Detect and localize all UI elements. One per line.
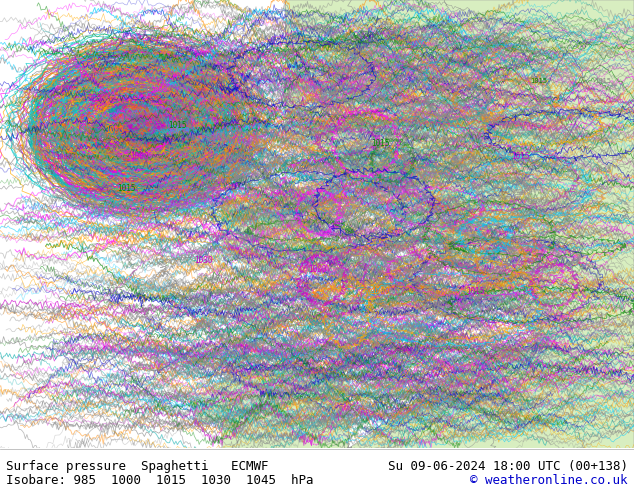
Text: 1030: 1030 [181,300,200,309]
Text: Su 09-06-2024 18:00 UTC (00+138): Su 09-06-2024 18:00 UTC (00+138) [387,460,628,473]
Text: 1015: 1015 [436,78,452,84]
Text: 1015: 1015 [436,378,452,384]
Polygon shape [222,179,349,269]
Text: 1015: 1015 [340,347,357,353]
Text: 1015: 1015 [404,320,420,326]
Text: 1000: 1000 [371,287,390,296]
Text: 1015: 1015 [531,78,547,84]
Text: 1015: 1015 [117,184,136,193]
Text: Surface pressure  Spaghetti   ECMWF: Surface pressure Spaghetti ECMWF [6,460,269,473]
Text: 1015: 1015 [531,333,547,339]
Text: 1015: 1015 [340,51,357,57]
Text: 1015: 1015 [510,152,529,161]
Text: 1015: 1015 [371,139,390,148]
Text: 1000: 1000 [130,152,149,161]
Text: 1015: 1015 [447,197,466,206]
Text: 1000: 1000 [150,87,167,93]
Text: 1030: 1030 [193,256,212,265]
Text: 1015: 1015 [562,131,579,138]
Text: 1015: 1015 [499,410,515,416]
Text: 1015: 1015 [296,176,313,182]
Text: 1015: 1015 [340,199,357,205]
Text: 1015: 1015 [466,287,485,296]
Text: 1000: 1000 [307,265,327,273]
Polygon shape [285,0,634,336]
Text: 1015: 1015 [423,168,439,173]
Text: 1000: 1000 [55,154,72,160]
Text: Isobare: 985  1000  1015  1030  1045  hPa: Isobare: 985 1000 1015 1030 1045 hPa [6,474,314,487]
Text: 985: 985 [87,94,103,103]
Polygon shape [349,314,634,448]
Text: 1015: 1015 [594,168,611,173]
Text: 1015: 1015 [320,108,339,117]
Text: © weatheronline.co.uk: © weatheronline.co.uk [470,474,628,487]
Text: 1015: 1015 [594,78,611,84]
Text: 1015: 1015 [168,121,187,130]
Text: 1015: 1015 [105,287,124,296]
Text: 1000: 1000 [105,125,124,135]
Text: 1015: 1015 [233,168,249,173]
Polygon shape [190,381,241,426]
Polygon shape [222,359,349,448]
Polygon shape [235,292,285,336]
Text: 1015: 1015 [277,51,294,57]
